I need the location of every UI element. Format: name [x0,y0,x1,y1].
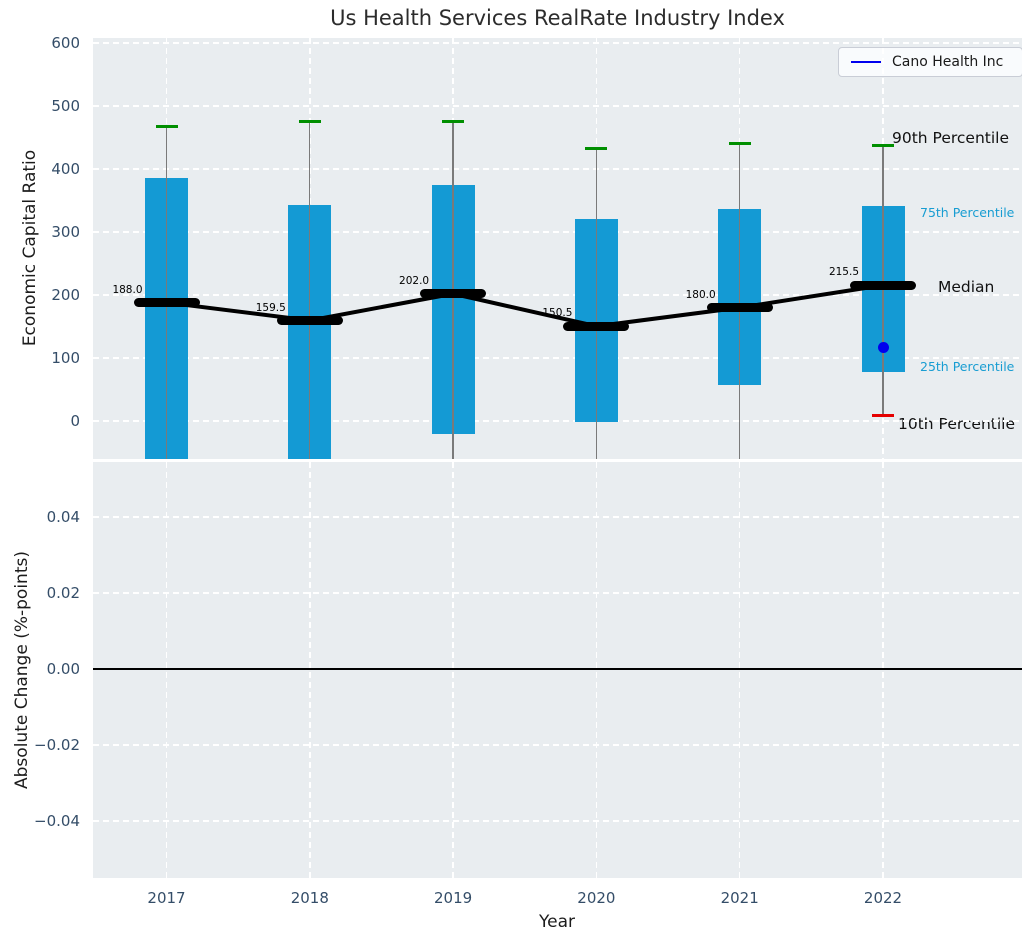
p90-cap-2020 [585,147,608,151]
ytick-bottom-−0.04: −0.04 [34,812,80,830]
median-label-2019: 202.0 [399,274,430,287]
legend: Cano Health Inc [838,47,1022,77]
gridline-vertical [738,462,741,878]
legend-label: Cano Health Inc [892,54,1004,70]
ytick-top-0: 0 [70,412,80,430]
median-trend-line [164,283,885,329]
gridline-vertical [309,462,311,878]
median-label-2021: 180.0 [685,288,716,301]
median-marker-2018 [276,316,343,325]
xtick-2020: 2020 [577,889,616,907]
median-label-2020: 150.5 [542,307,573,320]
xtick-2018: 2018 [290,889,329,907]
gridline-horizontal [93,744,1022,746]
top-plot: 90th Percentile 75th Percentile Median 2… [93,38,1022,459]
median-label-2018: 159.5 [255,301,286,314]
xtick-2019: 2019 [434,889,473,907]
cano-health-point [877,341,889,353]
ytick-bottom-0.04: 0.04 [46,508,80,526]
p90-cap-2019 [442,120,465,124]
gridline-horizontal [93,420,1022,422]
gridline-horizontal [93,516,1022,518]
median-marker-2020 [563,321,630,331]
annotation-75th-percentile: 75th Percentile [920,205,1015,220]
ytick-top-200: 200 [51,286,80,304]
ytick-bottom-0.02: 0.02 [46,584,80,602]
bottom-plot [93,462,1022,878]
p90-cap-2018 [298,120,321,124]
gridline-vertical [595,462,598,878]
gridline-horizontal [93,168,1022,170]
p90-cap-2022 [872,144,894,148]
whisker-2017 [165,126,168,459]
xtick-2021: 2021 [720,889,759,907]
gridline-horizontal [93,357,1022,359]
gridline-vertical [452,462,454,878]
median-marker-2022 [850,280,916,290]
ytick-top-500: 500 [51,97,80,115]
gridline-horizontal [93,42,1022,44]
median-label-2017: 188.0 [112,283,143,296]
legend-line-sample [851,61,881,63]
median-label-2022: 215.5 [828,266,859,279]
top-y-axis-label: Economic Capital Ratio [20,149,40,347]
gridline-vertical [165,462,168,878]
annotation-25th-percentile: 25th Percentile [920,359,1015,374]
whisker-2021 [739,143,741,459]
median-marker-2017 [133,298,200,308]
ytick-top-300: 300 [51,223,80,241]
xtick-2022: 2022 [863,889,903,907]
ytick-top-100: 100 [51,349,80,367]
ytick-bottom-−0.02: −0.02 [34,736,80,754]
gridline-horizontal [93,105,1022,107]
ytick-bottom-0.00: 0.00 [46,660,80,678]
gridline-horizontal [93,592,1022,594]
zero-line [93,668,1022,670]
annotation-median: Median [938,278,995,296]
whisker-2020 [595,148,598,459]
xtick-2017: 2017 [147,889,186,907]
median-marker-2019 [420,289,487,299]
annotation-10th-percentile: 10th Percentile [898,415,1016,433]
p90-cap-2021 [728,141,751,145]
ytick-top-600: 600 [51,34,80,52]
gridline-vertical [882,462,884,878]
p10-cap-2022 [872,414,894,418]
gridline-horizontal [93,231,1022,233]
gridline-horizontal [93,294,1022,296]
annotation-90th-percentile: 90th Percentile [892,129,1010,147]
median-marker-2021 [706,303,773,313]
chart-title: Us Health Services RealRate Industry Ind… [330,6,785,30]
ytick-top-400: 400 [51,160,80,178]
x-axis-label: Year [539,912,575,932]
gridline-horizontal [93,820,1022,822]
whisker-2018 [309,121,311,459]
p90-cap-2017 [155,125,178,129]
